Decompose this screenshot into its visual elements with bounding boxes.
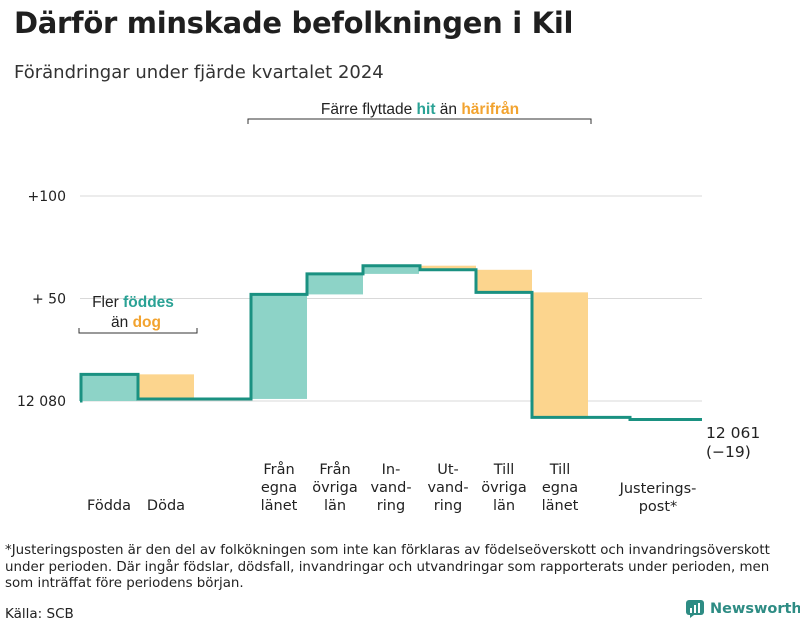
x-tick-label: Till [549, 462, 571, 478]
brand-logo[interactable]: Newsworthy [686, 600, 800, 618]
source-label: Källa: SCB [5, 606, 74, 622]
y-tick-label: 12 080 [17, 394, 66, 410]
x-tick-label: länet [261, 498, 298, 514]
end-value-label: 12 061 [706, 424, 760, 442]
footnote: *Justeringsposten är den del av folkökni… [5, 543, 770, 591]
x-tick-label: län [493, 498, 515, 514]
x-tick-label: län [324, 498, 346, 514]
bar-outflow [476, 269, 532, 293]
y-tick-label: + 50 [32, 292, 66, 308]
x-tick-label: Döda [147, 498, 185, 514]
newsworthy-icon [686, 600, 704, 618]
births-bracket [78, 328, 198, 334]
x-tick-label: övriga [312, 480, 358, 496]
x-tick-label: post* [639, 499, 678, 515]
bar-inflow [363, 265, 419, 274]
bar-inflow [251, 294, 307, 399]
net-change-label: (−19) [706, 443, 751, 461]
waterfall-chart: 12 080 + 50 +100 12 061(−19) Födda Döda Från eg… [17, 101, 760, 515]
x-tick-label: Till [493, 462, 515, 478]
x-tick-label: egna [261, 480, 297, 496]
bar-inflow [81, 374, 137, 401]
bar-outflow [420, 265, 476, 270]
x-tick-label: övriga [481, 480, 527, 496]
chart-subtitle: Förändringar under fjärde kvartalet 2024 [14, 62, 384, 83]
chart-title: Därför minskade befolkningen i Kil [14, 6, 574, 40]
y-tick-label: +100 [28, 189, 66, 205]
migration-annotation: Färre flyttade hit än härifrån [321, 101, 519, 118]
x-tick-label: Ut- [437, 462, 459, 478]
x-tick-label: vand- [427, 480, 468, 496]
bar-outflow [532, 292, 588, 418]
migration-bracket [247, 118, 592, 124]
x-tick-label: Från [263, 461, 294, 478]
x-tick-label: ring [377, 498, 405, 514]
brand-name: Newsworthy [710, 601, 800, 617]
bar-inflow [307, 273, 363, 295]
x-tick-label: Justerings- [619, 481, 697, 497]
x-tick-label: ring [434, 498, 462, 514]
waterfall-line [79, 264, 702, 421]
x-tick-label: Födda [87, 498, 131, 514]
x-tick-label: vand- [370, 480, 411, 496]
births-annotation-line1: Fler föddes [92, 294, 174, 311]
x-tick-label: Från [319, 461, 350, 478]
bar-outflow [138, 374, 194, 399]
x-tick-label: In- [382, 462, 401, 478]
x-tick-label: länet [542, 498, 579, 514]
x-tick-label: egna [542, 480, 578, 496]
births-annotation-line2: än dog [111, 314, 161, 331]
